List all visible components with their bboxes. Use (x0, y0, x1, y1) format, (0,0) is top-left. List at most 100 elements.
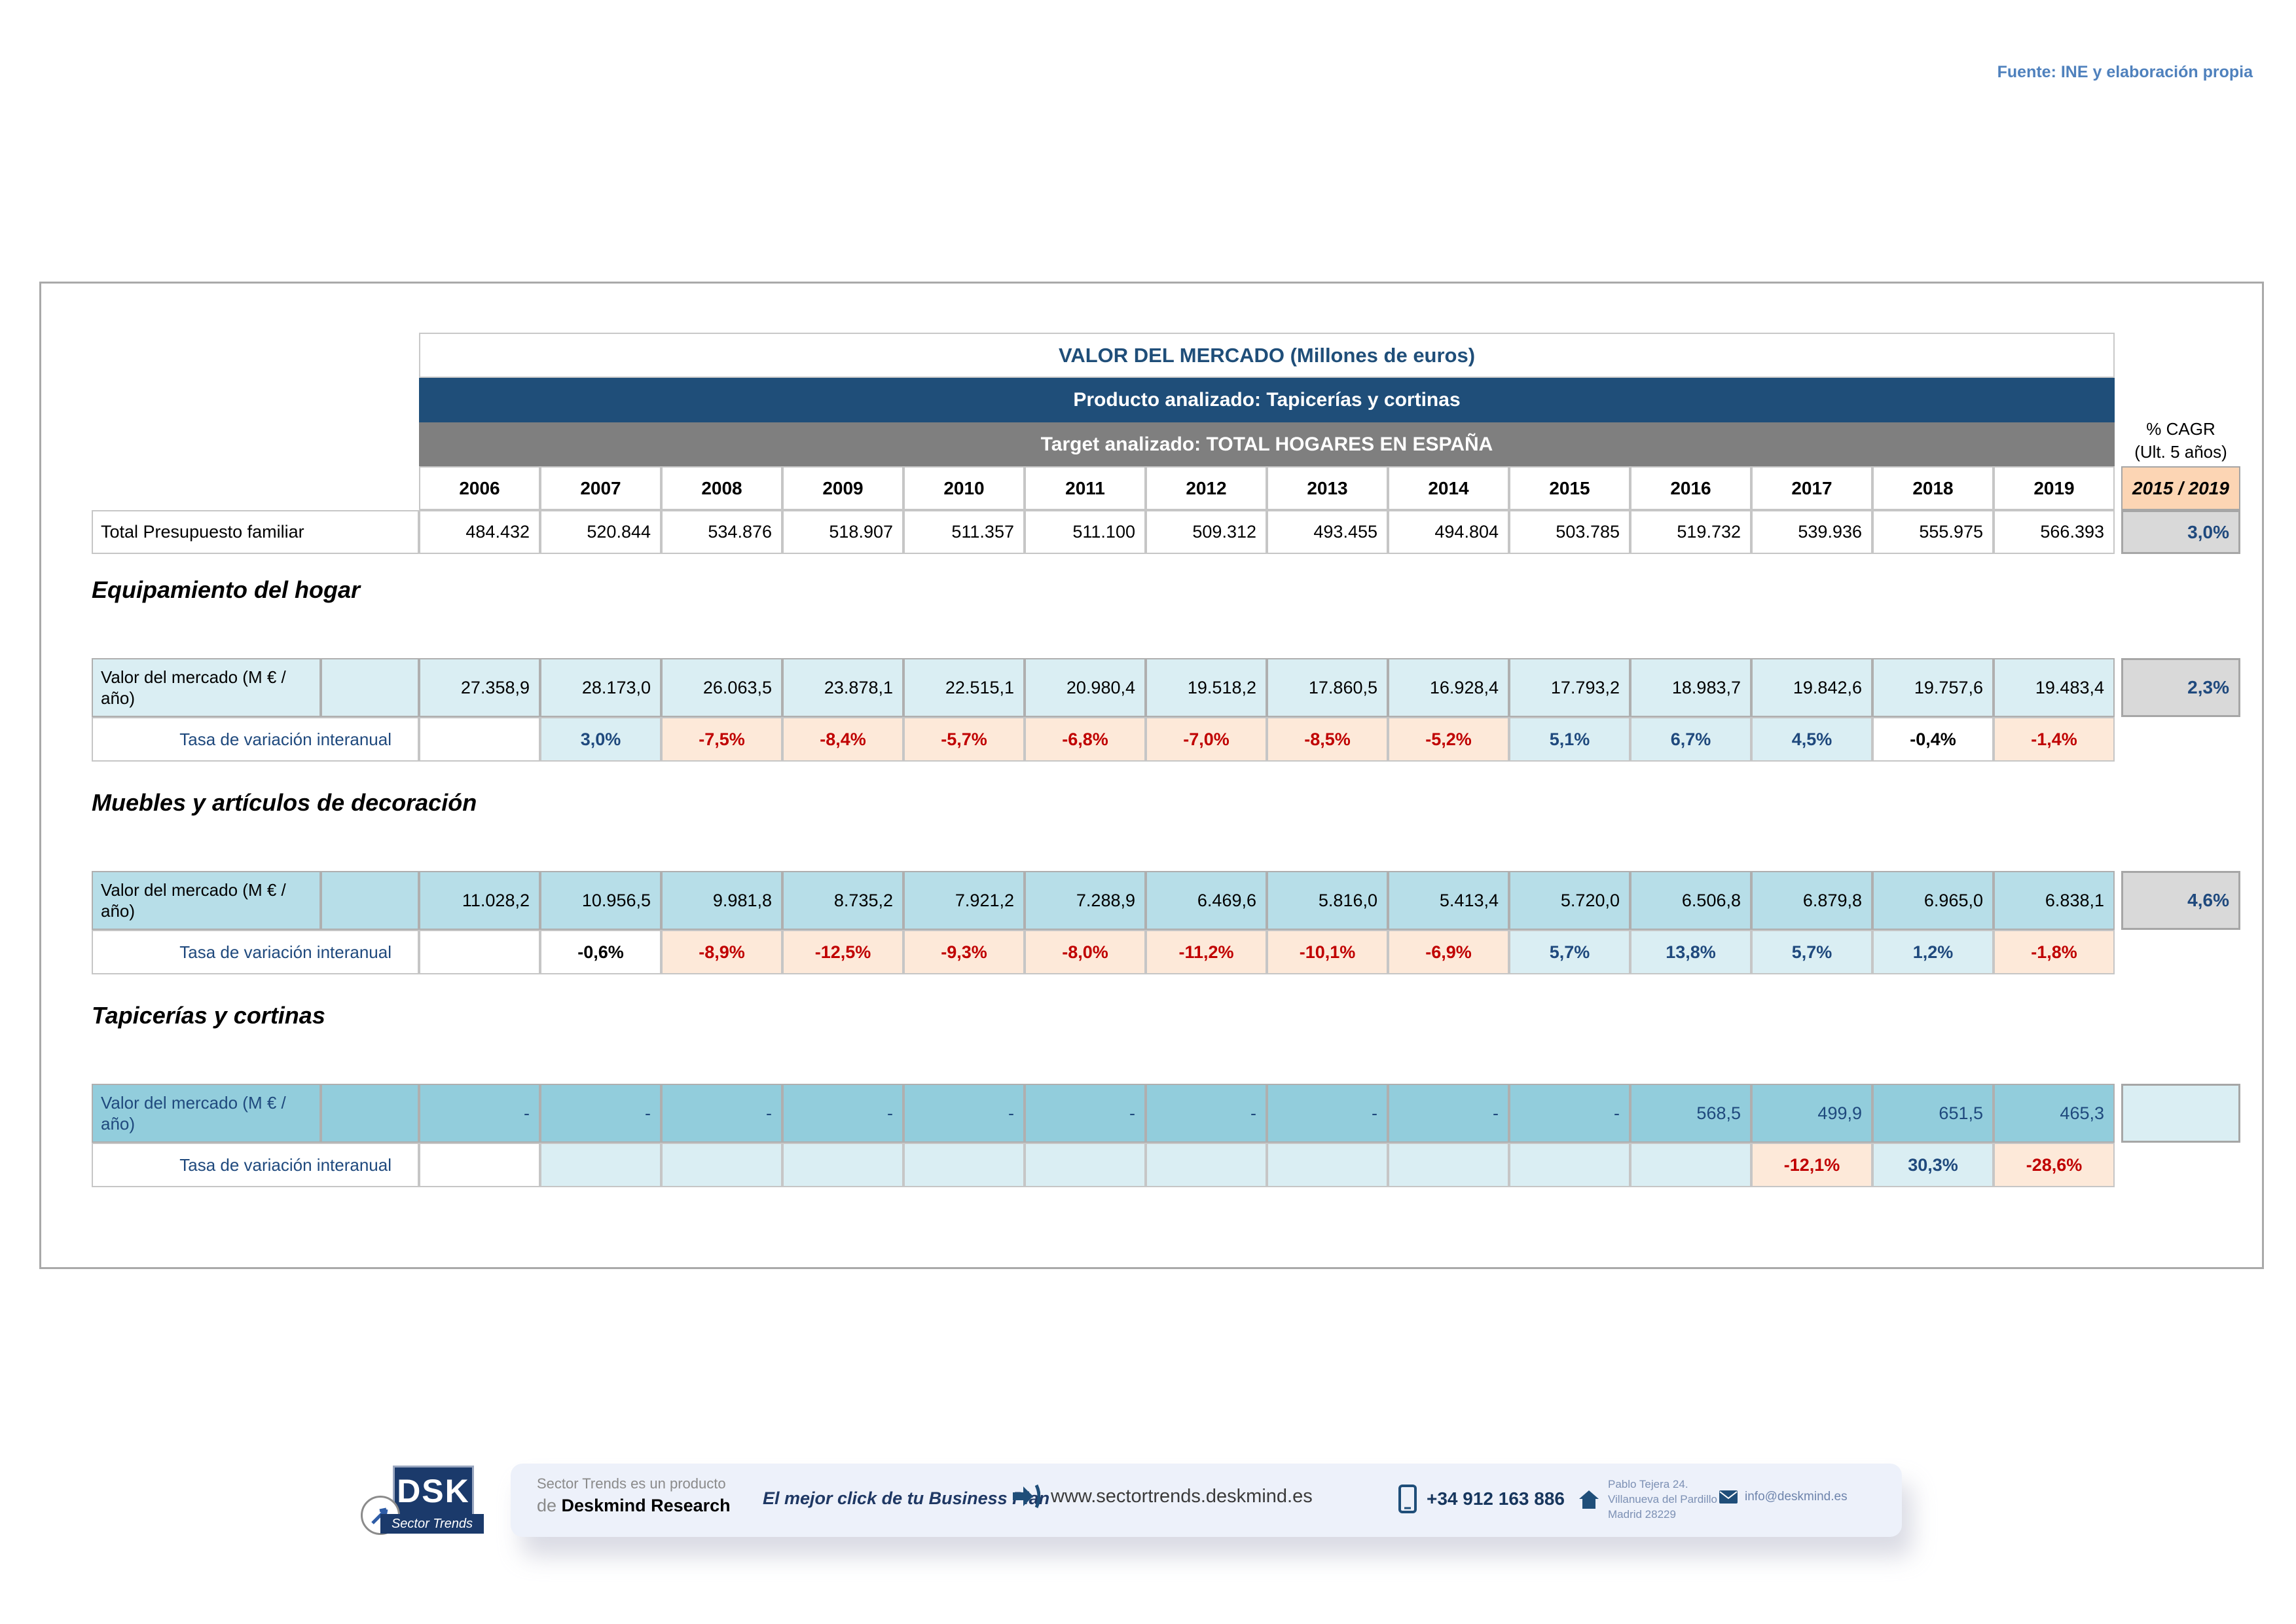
footer-email: info@deskmind.es (1719, 1490, 1848, 1504)
market-value-cell: 7.288,9 (1025, 871, 1146, 930)
market-value-cell: - (540, 1084, 661, 1143)
market-value-cell: 19.757,6 (1872, 658, 1994, 717)
market-value-cell: 10.956,5 (540, 871, 661, 930)
yoy-cell (1267, 1143, 1388, 1187)
equipamiento-cagr-cell: 2,3% (2121, 658, 2240, 717)
cagr-label-line2: (Ult. 5 años) (2134, 442, 2227, 462)
market-value-cell: - (903, 1084, 1025, 1143)
total-value-cell: 494.804 (1388, 510, 1509, 554)
year-header-cell: 2018 (1872, 466, 1994, 510)
year-header-cell: 2019 (1994, 466, 2115, 510)
source-note: Fuente: INE y elaboración propia (1997, 63, 2253, 81)
yoy-cell: -0,4% (1872, 717, 1994, 762)
yoy-row-label: Tasa de variación interanual (92, 717, 419, 762)
tapicerias-market-value-row: Valor del mercado (M € / año) ----------… (92, 1084, 2115, 1143)
tapicerias-cagr-cell (2121, 1084, 2240, 1143)
market-value-cell: 7.921,2 (903, 871, 1025, 930)
total-value-cell: 518.907 (782, 510, 903, 554)
yoy-cell: 5,7% (1751, 930, 1872, 974)
total-value-cell: 566.393 (1994, 510, 2115, 554)
market-value-cell: 18.983,7 (1630, 658, 1751, 717)
address-line1: Pablo Tejera 24. (1608, 1478, 1688, 1490)
equipamiento-market-value-row: Valor del mercado (M € / año) 27.358,9 28… (92, 658, 2115, 717)
section-title-equipamiento: Equipamiento del hogar (92, 576, 361, 603)
market-value-cell: 19.483,4 (1994, 658, 2115, 717)
phone-icon (1398, 1485, 1417, 1513)
address-line2: Villanueva del Pardillo (1608, 1493, 1717, 1505)
yoy-cell: -12,5% (782, 930, 903, 974)
yoy-cell: -6,8% (1025, 717, 1146, 762)
total-value-cell: 534.876 (661, 510, 782, 554)
year-header-cell: 2010 (903, 466, 1025, 510)
table-header-block: VALOR DEL MERCADO (Millones de euros) Pr… (419, 333, 2115, 466)
muebles-yoy-row: Tasa de variación interanual -0,6% -8,9% -… (92, 930, 2115, 974)
yoy-cell: -0,6% (540, 930, 661, 974)
market-value-cell: 19.518,2 (1146, 658, 1267, 717)
equipamiento-yoy-row: Tasa de variación interanual 3,0% -7,5% -8… (92, 717, 2115, 762)
market-value-cell: - (1025, 1084, 1146, 1143)
cagr-column-header: % CAGR (Ult. 5 años) (2121, 418, 2240, 464)
total-budget-label: Total Presupuesto familiar (92, 510, 419, 554)
yoy-cell: -5,2% (1388, 717, 1509, 762)
market-value-cell: 465,3 (1994, 1084, 2115, 1143)
muebles-cagr-cell: 4,6% (2121, 871, 2240, 930)
market-value-cell: 6.879,8 (1751, 871, 1872, 930)
label-spacer-cell (321, 871, 419, 930)
mail-icon (1719, 1490, 1738, 1504)
market-value-cell: 499,9 (1751, 1084, 1872, 1143)
market-value-cell: - (661, 1084, 782, 1143)
total-value-cell: 511.100 (1025, 510, 1146, 554)
total-cagr-cell: 3,0% (2121, 510, 2240, 554)
target-band: Target analizado: TOTAL HOGARES EN ESPAÑ… (419, 422, 2115, 466)
market-value-cell: - (1388, 1084, 1509, 1143)
total-value-cell: 484.432 (419, 510, 540, 554)
market-value-cell: 17.860,5 (1267, 658, 1388, 717)
market-value-cell: 23.878,1 (782, 658, 903, 717)
yoy-cell: -8,0% (1025, 930, 1146, 974)
year-header-cell: 2012 (1146, 466, 1267, 510)
market-value-cell: 26.063,5 (661, 658, 782, 717)
year-header-cell: 2016 (1630, 466, 1751, 510)
market-value-cell: 22.515,1 (903, 658, 1025, 717)
yoy-cell: -1,8% (1994, 930, 2115, 974)
yoy-cell: 5,1% (1509, 717, 1630, 762)
address-line3: Madrid 28229 (1608, 1508, 1676, 1521)
label-spacer-cell (321, 1084, 419, 1143)
market-value-cell: - (1509, 1084, 1630, 1143)
yoy-cell: -7,5% (661, 717, 782, 762)
total-budget-row: Total Presupuesto familiar 484.432 520.84… (92, 510, 2115, 554)
yoy-cell: 13,8% (1630, 930, 1751, 974)
section-title-tapicerias: Tapicerías y cortinas (92, 1002, 325, 1029)
market-table-frame: VALOR DEL MERCADO (Millones de euros) Pr… (39, 282, 2264, 1269)
market-value-cell: 5.413,4 (1388, 871, 1509, 930)
yoy-cell (1025, 1143, 1146, 1187)
dsk-logo-text: DSK (393, 1466, 474, 1517)
footer-product-credit: Sector Trends es un producto de Deskmind… (537, 1474, 731, 1517)
dsk-logo: DSK Sector Trends (361, 1466, 494, 1535)
yoy-cell (661, 1143, 782, 1187)
yoy-cell: 30,3% (1872, 1143, 1994, 1187)
total-value-cell: 520.844 (540, 510, 661, 554)
market-value-cell: 9.981,8 (661, 871, 782, 930)
yoy-cell: 6,7% (1630, 717, 1751, 762)
yoy-row-label: Tasa de variación interanual (92, 1143, 419, 1187)
market-value-cell: 16.928,4 (1388, 658, 1509, 717)
footer-website: www.sectortrends.deskmind.es (1011, 1483, 1313, 1509)
yoy-cell (1630, 1143, 1751, 1187)
market-value-cell: 8.735,2 (782, 871, 903, 930)
year-header-cell: 2013 (1267, 466, 1388, 510)
total-value-cell: 555.975 (1872, 510, 1994, 554)
yoy-cell (1509, 1143, 1630, 1187)
market-value-cell: 6.469,6 (1146, 871, 1267, 930)
cagr-period-cell: 2015 / 2019 (2121, 466, 2240, 510)
market-value-row-label: Valor del mercado (M € / año) (92, 871, 321, 930)
year-header-cell: 2014 (1388, 466, 1509, 510)
market-value-cell: 11.028,2 (419, 871, 540, 930)
market-value-cell: 5.816,0 (1267, 871, 1388, 930)
product-band: Producto analizado: Tapicerías y cortina… (419, 378, 2115, 422)
dsk-logo-subtext: Sector Trends (380, 1514, 484, 1534)
market-value-cell: 20.980,4 (1025, 658, 1146, 717)
yoy-cell: -8,9% (661, 930, 782, 974)
table-title: VALOR DEL MERCADO (Millones de euros) (419, 333, 2115, 378)
